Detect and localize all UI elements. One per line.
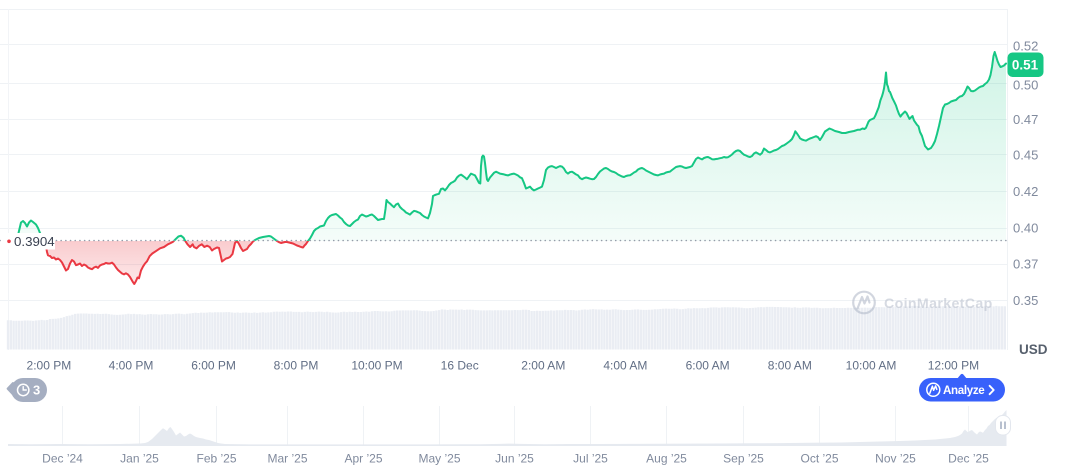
svg-text:0.50: 0.50 [1013, 77, 1038, 92]
svg-text:Dec ’25: Dec ’25 [948, 452, 989, 466]
svg-text:Analyze: Analyze [943, 384, 985, 397]
svg-text:4:00 AM: 4:00 AM [603, 359, 647, 373]
svg-text:Aug ’25: Aug ’25 [646, 452, 687, 466]
svg-text:8:00 AM: 8:00 AM [768, 359, 812, 373]
svg-text:Sep ’25: Sep ’25 [723, 452, 764, 466]
svg-text:Nov ’25: Nov ’25 [875, 452, 916, 466]
svg-text:0.47: 0.47 [1013, 112, 1038, 127]
svg-text:16 Dec: 16 Dec [441, 359, 479, 373]
svg-text:4:00 PM: 4:00 PM [109, 359, 154, 373]
svg-text:10:00 PM: 10:00 PM [351, 359, 402, 373]
svg-text:0.42: 0.42 [1013, 184, 1038, 199]
svg-text:Jun ’25: Jun ’25 [495, 452, 534, 466]
svg-text:8:00 PM: 8:00 PM [274, 359, 319, 373]
svg-text:6:00 PM: 6:00 PM [191, 359, 236, 373]
svg-text:0.35: 0.35 [1013, 293, 1038, 308]
svg-text:May ’25: May ’25 [418, 452, 460, 466]
svg-text:Jan ’25: Jan ’25 [120, 452, 159, 466]
svg-text:Apr ’25: Apr ’25 [344, 452, 382, 466]
svg-text:2:00 PM: 2:00 PM [27, 359, 72, 373]
svg-text:12:00 PM: 12:00 PM [928, 359, 979, 373]
svg-text:10:00 AM: 10:00 AM [846, 359, 897, 373]
svg-text:Jul ’25: Jul ’25 [573, 452, 608, 466]
svg-text:Feb ’25: Feb ’25 [196, 452, 236, 466]
svg-text:0.3904: 0.3904 [14, 234, 55, 249]
svg-text:Oct ’25: Oct ’25 [800, 452, 838, 466]
svg-text:6:00 AM: 6:00 AM [686, 359, 730, 373]
svg-text:0.45: 0.45 [1013, 147, 1038, 162]
svg-text:USD: USD [1019, 342, 1048, 357]
svg-text:0.51: 0.51 [1012, 57, 1039, 72]
svg-text:3: 3 [33, 383, 40, 398]
svg-text:CoinMarketCap: CoinMarketCap [884, 296, 993, 312]
svg-text:0.40: 0.40 [1013, 220, 1038, 235]
svg-text:2:00 AM: 2:00 AM [521, 359, 565, 373]
svg-text:Dec ’24: Dec ’24 [42, 452, 83, 466]
svg-text:Mar ’25: Mar ’25 [267, 452, 307, 466]
svg-text:0.52: 0.52 [1013, 39, 1038, 54]
svg-text:0.37: 0.37 [1013, 256, 1038, 271]
